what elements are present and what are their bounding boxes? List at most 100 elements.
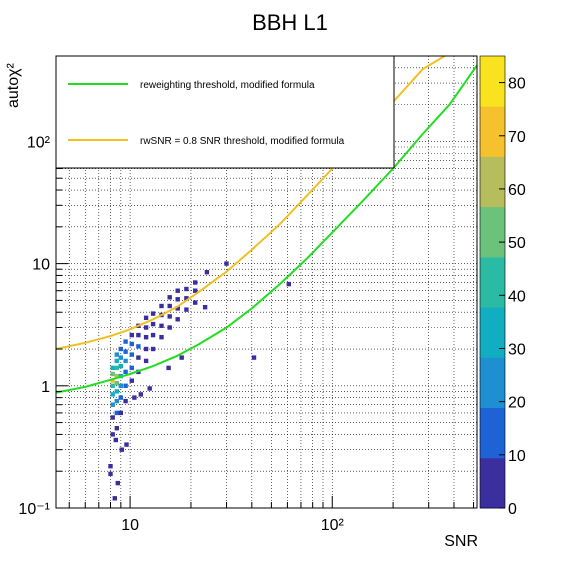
heatmap-cell <box>150 346 156 352</box>
heatmap-cell <box>124 442 129 447</box>
heatmap-cell <box>114 358 119 364</box>
heatmap-cell <box>129 341 134 347</box>
heatmap-cell <box>143 358 149 364</box>
heatmap-cell <box>129 365 134 371</box>
heatmap-cell <box>118 346 123 352</box>
colorbar-segment <box>480 307 505 358</box>
heatmap-cell <box>143 315 149 320</box>
heatmap-cell <box>118 355 123 360</box>
heatmap-cell <box>110 365 115 371</box>
heatmap-cell <box>110 371 115 377</box>
heatmap-cell <box>150 332 156 338</box>
colorbar-segment <box>480 206 505 258</box>
colorbar-segment <box>480 357 505 408</box>
heatmap-cell <box>123 349 128 354</box>
colorbar-segment <box>480 256 505 308</box>
heatmap-cell <box>123 369 128 375</box>
heatmap-cell <box>179 355 184 360</box>
colorbar-segment <box>480 457 505 509</box>
heatmap-cell <box>123 339 128 344</box>
heatmap-cell <box>110 383 115 388</box>
heatmap-cell <box>150 311 156 316</box>
heatmap-cell <box>202 305 208 310</box>
heatmap-cell <box>159 335 164 340</box>
heatmap-cell <box>123 398 128 404</box>
heatmap-cell <box>175 288 180 293</box>
heatmap-cell <box>193 300 198 305</box>
heatmap-cell <box>115 480 120 486</box>
heatmap-cell <box>110 432 115 437</box>
heatmap-cell <box>286 281 291 287</box>
heatmap-cell <box>167 303 172 309</box>
heatmap-cell <box>193 280 198 285</box>
heatmap-cell <box>114 398 119 404</box>
heatmap-cell <box>143 325 149 330</box>
heatmap-cell <box>251 355 257 360</box>
heatmap-cell <box>123 358 128 364</box>
colorbar-tick-label: 20 <box>508 395 526 412</box>
heatmap-cell <box>119 447 124 452</box>
colorbar-tick-label: 30 <box>508 341 526 358</box>
colorbar-tick-label: 0 <box>508 501 517 518</box>
heatmap-cell <box>150 321 156 327</box>
heatmap-cell <box>110 392 115 397</box>
colorbar: 0 10 20 30 40 50 60 70 80 <box>479 55 526 518</box>
legend: reweighting threshold, modified formula … <box>55 55 395 169</box>
heatmap-cell <box>110 402 115 407</box>
heatmap-cell <box>193 288 198 293</box>
heatmap-cell <box>114 381 119 386</box>
heatmap-cell <box>167 325 172 330</box>
legend-label-rwsnr: rwSNR = 0.8 SNR threshold, modified form… <box>140 136 345 147</box>
colorbar-tick-label: 40 <box>508 288 526 305</box>
heatmap-cell <box>129 332 134 338</box>
heatmap-cell <box>113 437 118 443</box>
heatmap-cell <box>175 306 180 311</box>
heatmap-cell <box>118 410 123 416</box>
legend-box <box>55 55 395 169</box>
heatmap-cell <box>114 410 119 416</box>
heatmap-cell <box>224 261 229 266</box>
heatmap-cell <box>118 383 123 388</box>
heatmap-cell <box>138 392 143 397</box>
heatmap-cell <box>114 426 119 431</box>
colorbar-tick-label: 60 <box>508 182 526 199</box>
chart-title: BBH L1 <box>252 10 328 35</box>
heatmap-cell <box>108 464 113 469</box>
heatmap-cell <box>143 346 149 352</box>
heatmap-cell <box>132 395 137 400</box>
heatmap-cell <box>118 395 123 400</box>
y-axis-label: autoχ² <box>5 62 22 108</box>
heatmap-cell <box>110 378 115 383</box>
x-tick-label: 10² <box>321 517 345 534</box>
colorbar-segment <box>480 106 505 157</box>
heatmap-bins <box>108 261 291 501</box>
heatmap-cell <box>114 389 119 394</box>
heatmap-cell <box>204 270 210 275</box>
axis-ticks: 10 10² 10⁻¹ 1 10 10² <box>18 55 475 534</box>
colorbar-segment <box>480 56 505 107</box>
y-tick-label: 10² <box>27 134 51 151</box>
heatmap-cell <box>114 373 119 379</box>
heatmap-cell <box>114 352 119 357</box>
legend-label-reweighting: reweighting threshold, modified formula <box>140 80 315 91</box>
heatmap-cell <box>136 344 141 349</box>
colorbar-tick-label: 50 <box>508 235 526 252</box>
heatmap-cell <box>159 323 164 328</box>
heatmap-cell <box>136 355 141 360</box>
colorbar-segment <box>480 156 505 208</box>
series-line-0 <box>55 64 478 394</box>
y-tick-label: 10 <box>32 257 50 274</box>
heatmap-cell <box>166 365 171 371</box>
heatmap-cell <box>167 314 172 319</box>
colorbar-segment <box>480 407 505 459</box>
x-tick-label: 10 <box>121 517 139 534</box>
heatmap-cell <box>175 297 180 302</box>
heatmap-cell <box>110 415 115 420</box>
heatmap-cell <box>136 332 141 338</box>
heatmap-cell <box>143 335 149 340</box>
heatmap-cell <box>184 286 189 292</box>
colorbar-tick-label: 70 <box>508 129 526 146</box>
heatmap-cell <box>112 496 117 501</box>
heatmap-cell <box>184 296 189 301</box>
